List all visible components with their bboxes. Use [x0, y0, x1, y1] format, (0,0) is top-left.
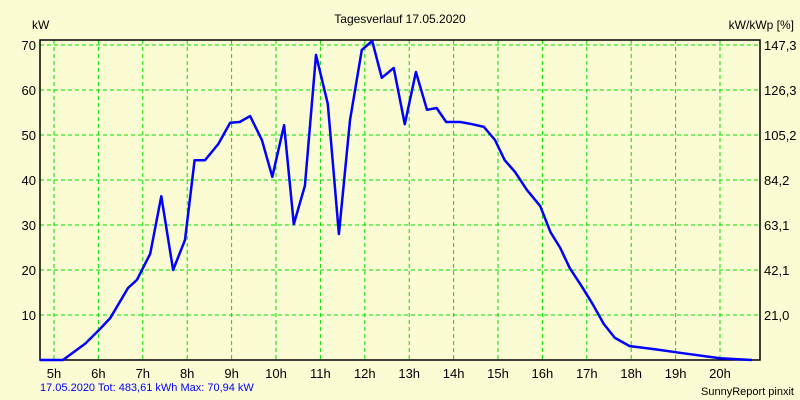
y-tick-label: 60 [22, 83, 36, 98]
x-tick-label: 7h [136, 366, 150, 381]
summary-footer: 17.05.2020 Tot: 483,61 kWh Max: 70,94 kW [40, 382, 254, 394]
y-axis-label-left: kW [32, 18, 50, 32]
y-tick-label: 30 [22, 218, 36, 233]
x-tick-label: 10h [265, 366, 287, 381]
x-tick-label: 19h [665, 366, 687, 381]
x-tick-label: 13h [398, 366, 420, 381]
x-tick-label: 12h [354, 366, 376, 381]
x-tick-label: 15h [487, 366, 509, 381]
x-tick-label: 18h [620, 366, 642, 381]
x-tick-label: 16h [532, 366, 554, 381]
x-tick-label: 6h [91, 366, 105, 381]
y-tick-label: 20 [22, 263, 36, 278]
plot-frame [39, 39, 761, 361]
credit-text: SunnyReport pinxit [701, 386, 794, 398]
x-tick-label: 9h [224, 366, 238, 381]
y-tick-label-right: 21,0 [764, 308, 789, 323]
x-tick-label: 5h [47, 366, 61, 381]
y-tick-label-right: 105,2 [764, 128, 797, 143]
y-tick-label: 70 [22, 38, 36, 53]
y-tick-label-right: 147,3 [764, 38, 797, 53]
chart-title: Tagesverlauf 17.05.2020 [334, 12, 466, 26]
y-axis-label-right: kW/kWp [%] [728, 18, 794, 32]
x-tick-label: 17h [576, 366, 598, 381]
series-line-kw [39, 39, 752, 362]
x-tick-label: 14h [443, 366, 465, 381]
y-tick-label-right: 42,1 [764, 263, 789, 278]
y-tick-label-right: 126,3 [764, 83, 797, 98]
y-tick-label-right: 63,1 [764, 218, 789, 233]
x-tick-label: 11h [310, 366, 331, 381]
x-tick-label: 20h [709, 366, 731, 381]
y-tick-label-right: 84,2 [764, 173, 789, 188]
y-tick-label: 40 [22, 173, 36, 188]
y-tick-label: 10 [22, 308, 36, 323]
y-tick-label: 50 [22, 128, 36, 143]
x-tick-label: 8h [180, 366, 194, 381]
